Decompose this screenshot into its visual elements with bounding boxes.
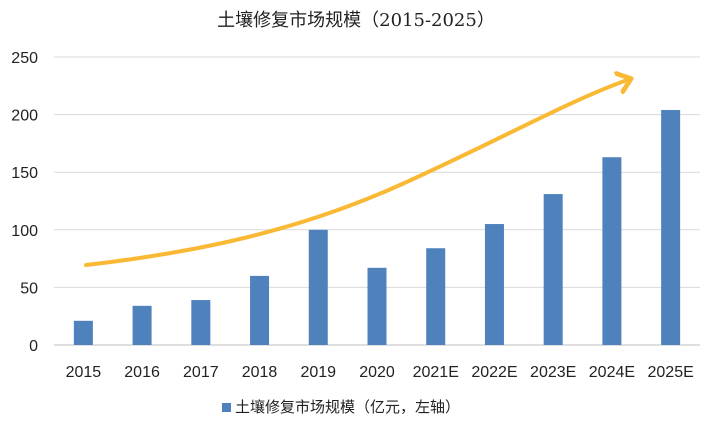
bar-2021E [426,248,446,345]
y-tick-label: 150 [11,165,38,182]
legend: 土壤修复市场规模（亿元，左轴） [222,398,460,416]
x-tick-label: 2017 [183,364,219,381]
x-tick-label: 2020 [359,364,395,381]
bars [73,109,681,345]
bar-2020 [367,267,387,345]
x-tick-label: 2015 [66,364,102,381]
chart-title: 土壤修复市场规模（2015-2025） [217,10,495,31]
bar-2024E [602,157,622,345]
x-tick-label: 2023E [530,364,576,381]
x-tick-label: 2016 [124,364,160,381]
trend-arrow [84,79,630,267]
x-tick-label: 2025E [648,364,694,381]
y-tick-label: 100 [11,223,38,240]
legend-swatch [222,403,231,412]
bar-2016 [132,305,152,345]
x-tick-label: 2019 [300,364,336,381]
x-axis-ticks: 2015 2016 2017 2018 2019 2020 2021E 2022E 2023E 2… [66,364,694,381]
bar-2015 [73,320,93,345]
bar-2025E [661,109,681,345]
x-tick-label: 2018 [242,364,278,381]
y-axis-ticks: 0 50 100 150 200 250 [11,50,38,355]
bar-2018 [250,275,270,345]
y-tick-label: 50 [20,280,38,297]
x-tick-label: 2024E [589,364,635,381]
y-tick-label: 250 [11,50,38,67]
y-tick-label: 200 [11,108,38,125]
x-tick-label: 2022E [471,364,517,381]
gridlines [54,56,700,346]
bar-2022E [484,224,504,345]
x-tick-label: 2021E [413,364,459,381]
legend-label: 土壤修复市场规模（亿元，左轴） [235,398,460,416]
bar-2023E [543,194,563,345]
bar-2017 [191,300,211,345]
bar-2019 [308,229,328,345]
y-tick-label: 0 [29,338,38,355]
